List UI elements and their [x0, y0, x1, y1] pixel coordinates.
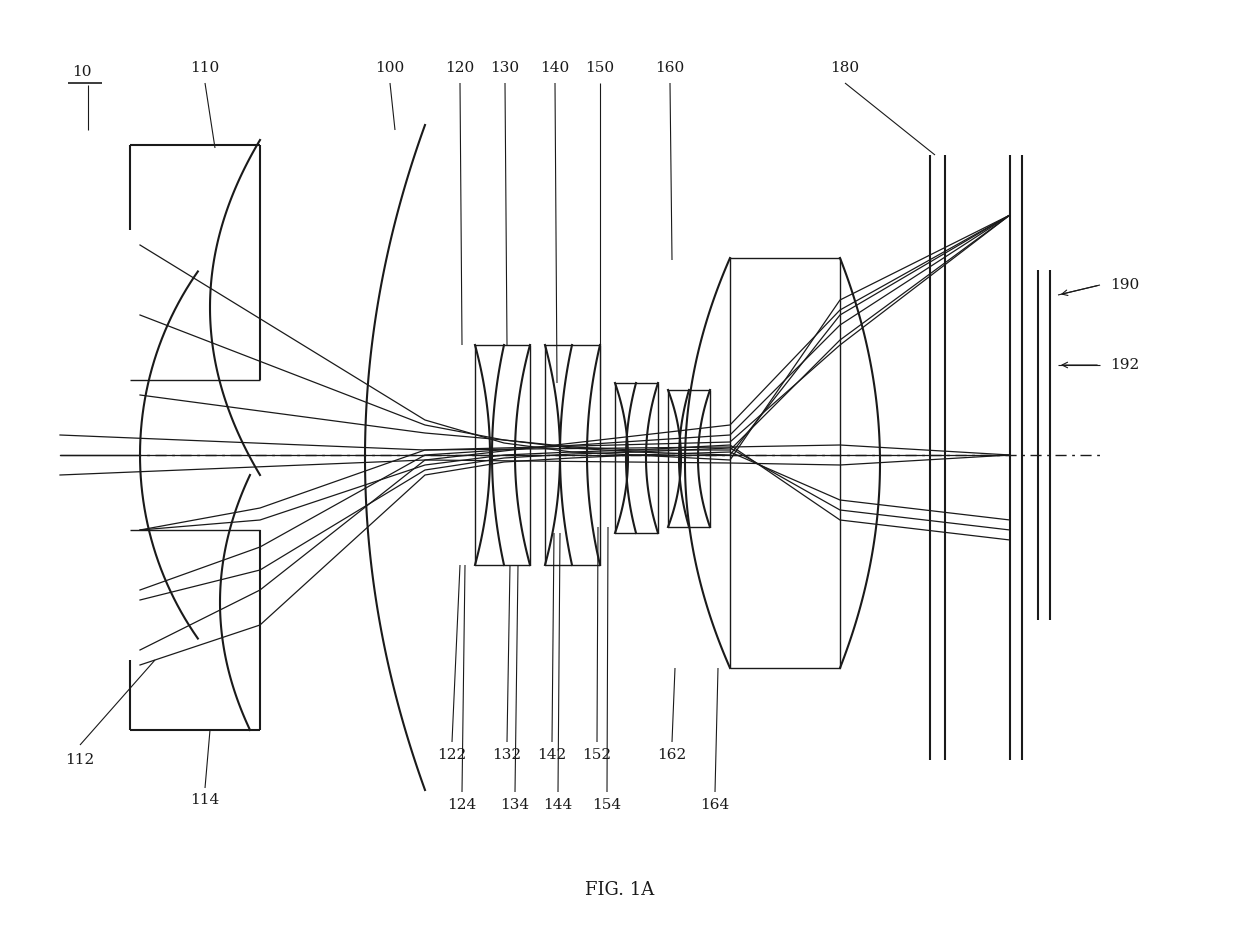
Text: 142: 142: [537, 748, 567, 762]
Text: 114: 114: [191, 793, 219, 807]
Text: 120: 120: [445, 61, 475, 75]
Text: 10: 10: [72, 65, 92, 79]
Text: 180: 180: [831, 61, 859, 75]
Text: 144: 144: [543, 798, 573, 812]
Text: 110: 110: [191, 61, 219, 75]
Text: 152: 152: [583, 748, 611, 762]
Text: 122: 122: [438, 748, 466, 762]
Text: 154: 154: [593, 798, 621, 812]
Text: 130: 130: [491, 61, 520, 75]
Text: 124: 124: [448, 798, 476, 812]
Text: 112: 112: [66, 753, 94, 767]
Text: 192: 192: [1110, 358, 1140, 372]
Text: 160: 160: [656, 61, 684, 75]
Text: 140: 140: [541, 61, 569, 75]
Text: 150: 150: [585, 61, 615, 75]
Text: 164: 164: [701, 798, 729, 812]
Text: FIG. 1A: FIG. 1A: [585, 881, 655, 899]
Text: 162: 162: [657, 748, 687, 762]
Text: 134: 134: [501, 798, 529, 812]
Text: 132: 132: [492, 748, 522, 762]
Text: 100: 100: [376, 61, 404, 75]
Text: 190: 190: [1110, 278, 1140, 292]
